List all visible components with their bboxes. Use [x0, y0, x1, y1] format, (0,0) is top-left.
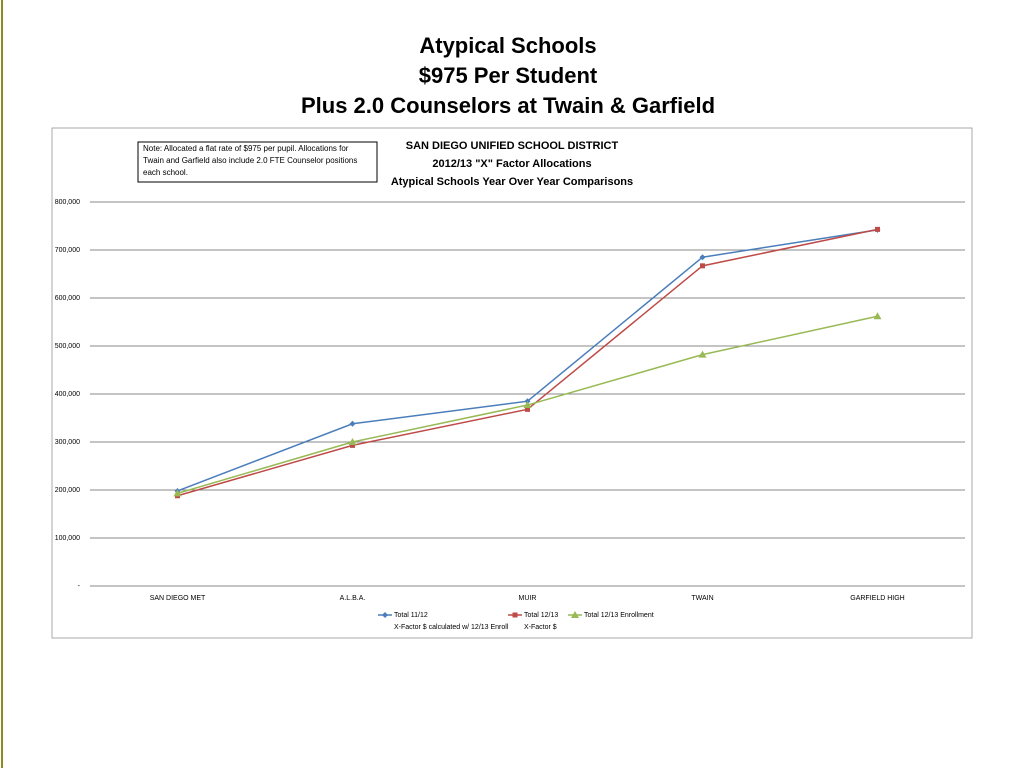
- x-tick-label: GARFIELD HIGH: [850, 595, 904, 602]
- point: [382, 612, 388, 618]
- point: [348, 438, 357, 445]
- y-tick-label: -: [78, 583, 81, 590]
- y-tick-label: 100,000: [55, 535, 80, 542]
- y-tick-label: 700,000: [55, 247, 80, 254]
- y-tick-label: 500,000: [55, 343, 80, 350]
- chart-title: Atypical Schools Year Over Year Comparis…: [391, 176, 633, 188]
- x-tick-label: A.L.B.A.: [340, 595, 366, 602]
- legend-note: X-Factor $ calculated w/ 12/13 Enroll: [394, 624, 509, 631]
- x-tick-label: SAN DIEGO MET: [150, 595, 206, 602]
- point: [173, 489, 182, 497]
- point: [523, 401, 532, 409]
- y-tick-label: 200,000: [55, 487, 80, 494]
- chart-frame: [51, 127, 973, 639]
- point: [525, 406, 530, 412]
- point: [512, 612, 518, 618]
- y-tick-label: 300,000: [55, 439, 80, 446]
- point: [350, 442, 355, 448]
- note-box: [137, 141, 378, 183]
- x-tick-label: MUIR: [519, 595, 537, 602]
- y-tick-label: 400,000: [55, 391, 80, 398]
- point: [700, 263, 705, 269]
- slide-title: Atypical Schools: [419, 33, 596, 58]
- point: [699, 254, 706, 261]
- slide-title: Plus 2.0 Counselors at Twain & Garfield: [301, 93, 715, 118]
- legend-note: X-Factor $: [524, 624, 557, 631]
- y-tick-label: 800,000: [55, 199, 80, 206]
- point: [698, 350, 707, 358]
- chart-title: 2012/13 "X" Factor Allocations: [432, 158, 591, 170]
- point: [571, 611, 579, 618]
- x-tick-label: TWAIN: [691, 595, 713, 602]
- slide-title: $975 Per Student: [419, 63, 598, 88]
- note: Twain and Garfield also include 2.0 FTE …: [143, 156, 357, 165]
- point: [873, 312, 882, 320]
- note: Note: Allocated a flat rate of $975 per …: [143, 144, 349, 153]
- point: [349, 420, 356, 427]
- chart-title: SAN DIEGO UNIFIED SCHOOL DISTRICT: [406, 140, 619, 152]
- legend-label: Total 11/12: [394, 612, 428, 619]
- legend-label: Total 12/13 Enrollment: [584, 612, 654, 619]
- y-tick-label: 600,000: [55, 295, 80, 302]
- point: [875, 226, 880, 232]
- note: each school.: [143, 168, 188, 177]
- legend-label: Total 12/13: [524, 612, 558, 619]
